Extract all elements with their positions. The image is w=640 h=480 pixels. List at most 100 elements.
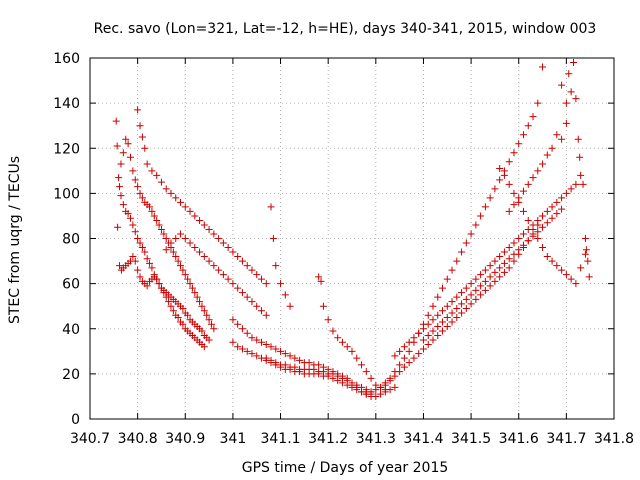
data-point — [462, 295, 470, 303]
x-tick-label: 341.8 — [594, 431, 634, 447]
data-point — [510, 189, 518, 197]
data-point — [529, 232, 537, 240]
data-point — [396, 361, 404, 369]
data-point — [453, 304, 461, 312]
data-point — [534, 235, 542, 242]
data-point — [510, 239, 518, 247]
data-point — [198, 302, 206, 310]
data-point — [585, 273, 593, 281]
data-point — [462, 239, 470, 247]
y-tick-label: 80 — [62, 232, 80, 248]
data-point — [136, 239, 144, 247]
data-point — [576, 153, 584, 161]
data-point — [167, 189, 175, 197]
data-point — [505, 180, 513, 188]
data-point — [515, 198, 523, 206]
data-point — [210, 325, 218, 333]
data-point — [172, 253, 180, 261]
data-point — [515, 235, 523, 242]
data-point — [453, 257, 461, 265]
data-point — [143, 160, 151, 168]
data-point — [481, 277, 489, 285]
data-point — [229, 316, 237, 324]
data-point — [148, 264, 156, 272]
data-point — [472, 295, 480, 303]
data-point — [486, 273, 494, 281]
data-point — [179, 304, 187, 312]
data-point — [472, 286, 480, 294]
x-axis-label: GPS time / Days of year 2015 — [242, 460, 449, 476]
data-point — [257, 338, 265, 346]
data-point — [448, 309, 456, 317]
data-point — [496, 176, 504, 184]
data-point — [372, 386, 380, 394]
data-point — [505, 244, 513, 252]
data-point — [510, 149, 518, 157]
data-point — [477, 291, 485, 299]
x-tick-label: 341.1 — [260, 431, 300, 447]
data-point — [115, 174, 123, 182]
data-point — [486, 282, 494, 290]
data-point — [129, 167, 137, 175]
data-point — [519, 131, 527, 139]
data-point — [172, 194, 180, 202]
data-points — [112, 59, 593, 400]
data-point — [396, 347, 404, 355]
data-point — [191, 244, 199, 252]
data-point — [131, 228, 139, 236]
data-point — [448, 266, 456, 274]
data-point — [112, 117, 120, 125]
data-point — [534, 167, 542, 175]
data-point — [558, 194, 566, 202]
data-point — [126, 153, 134, 161]
data-point — [129, 253, 137, 261]
data-point — [262, 341, 270, 349]
data-point — [477, 271, 485, 279]
x-tick-label: 341.3 — [356, 431, 396, 447]
data-point — [117, 192, 125, 200]
data-point — [134, 266, 142, 274]
data-point — [238, 325, 246, 333]
data-point — [524, 237, 532, 245]
data-point — [243, 262, 251, 270]
data-point — [219, 271, 227, 279]
data-point — [496, 253, 504, 261]
data-point — [277, 347, 285, 355]
data-point — [277, 280, 285, 288]
data-point — [472, 221, 480, 229]
data-point — [229, 248, 237, 256]
data-point — [207, 320, 215, 328]
data-point — [157, 225, 165, 233]
x-tick-label: 340.9 — [165, 431, 205, 447]
data-point — [491, 277, 499, 285]
data-point — [410, 334, 418, 342]
data-point — [200, 343, 208, 351]
data-point — [543, 253, 551, 261]
data-point — [534, 228, 542, 236]
data-point — [141, 248, 149, 256]
data-point — [169, 307, 177, 315]
data-point — [577, 264, 585, 272]
data-point — [434, 322, 442, 330]
data-point — [257, 307, 265, 315]
data-point — [181, 203, 189, 211]
data-point — [386, 374, 394, 382]
data-point — [329, 370, 337, 378]
y-axis-ticks: 0 20 40 60 80 100 120 140 160 — [53, 51, 614, 428]
y-tick-label: 120 — [53, 141, 80, 157]
data-point — [534, 216, 542, 224]
data-point — [453, 293, 461, 301]
data-point — [243, 329, 251, 337]
data-point — [169, 248, 177, 256]
data-point — [200, 307, 208, 315]
x-tick-label: 340.8 — [118, 431, 158, 447]
data-point — [291, 354, 299, 362]
data-point — [269, 235, 277, 242]
data-point — [424, 311, 432, 319]
data-point — [567, 88, 575, 96]
data-point — [458, 289, 466, 297]
data-point — [500, 259, 508, 267]
data-point — [281, 350, 289, 358]
data-point — [524, 216, 532, 224]
data-point — [582, 246, 590, 254]
